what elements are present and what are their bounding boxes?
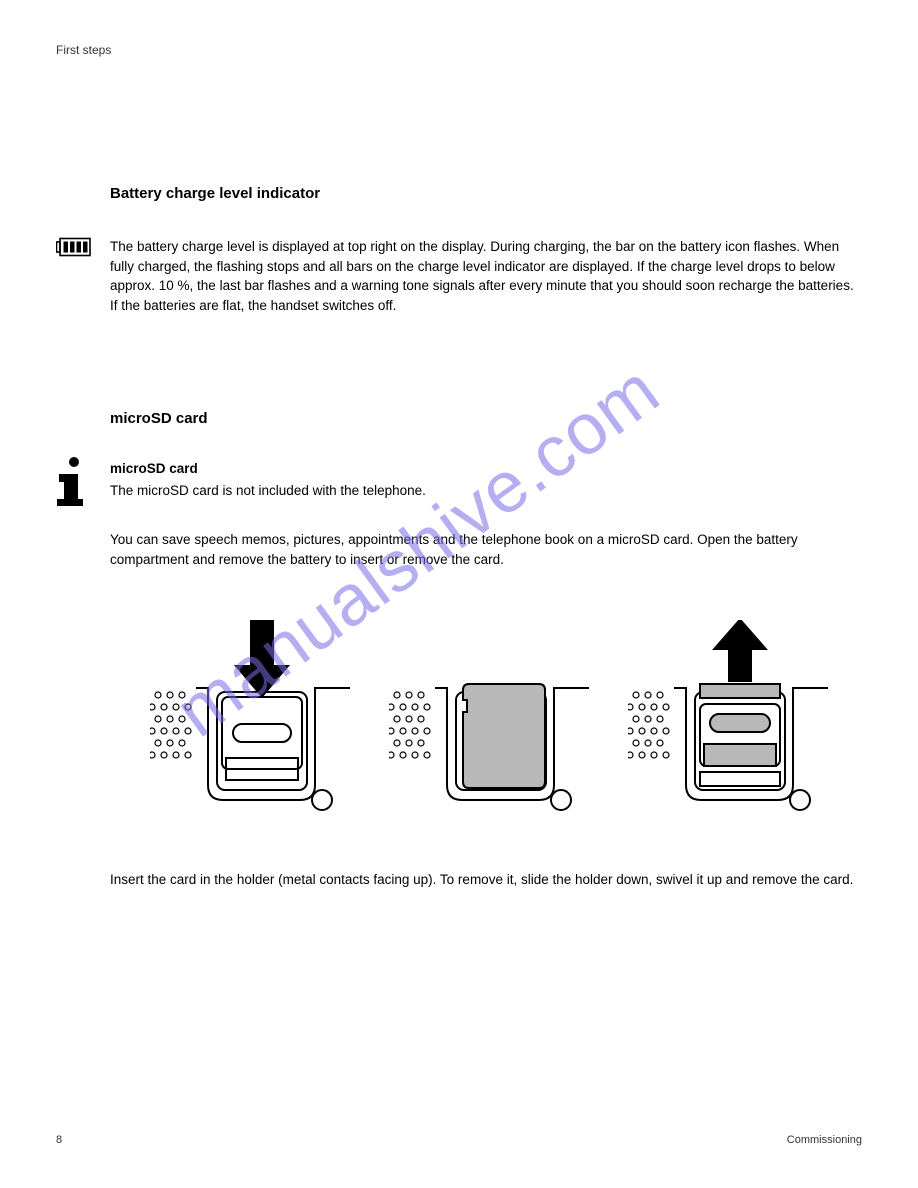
sd-info-text: The microSD card is not included with th… <box>110 481 858 501</box>
sd-paragraph: You can save speech memos, pictures, app… <box>110 530 858 569</box>
diagram-remove <box>628 620 828 825</box>
sd-heading-text: microSD card <box>110 410 208 427</box>
footer-section: Commissioning <box>787 1134 862 1146</box>
page-title: First steps <box>56 43 111 57</box>
diagram-inserted <box>389 620 589 825</box>
battery-heading-text: Battery charge level indicator <box>110 185 320 202</box>
sd-info-block: microSD card The microSD card is not inc… <box>110 459 858 500</box>
battery-paragraph: The battery charge level is displayed at… <box>110 237 858 315</box>
battery-full-icon <box>56 237 92 257</box>
sd-section-heading: microSD card <box>110 410 858 428</box>
sd-info-heading: microSD card <box>110 459 858 479</box>
page-footer: 8 Commissioning <box>56 1134 862 1146</box>
sd-instruction: Insert the card in the holder (metal con… <box>110 870 858 890</box>
info-icon <box>56 457 92 509</box>
battery-section-heading: Battery charge level indicator <box>110 185 858 203</box>
diagram-insert <box>150 620 350 825</box>
page-number: 8 <box>56 1134 62 1146</box>
sd-diagrams <box>150 620 828 825</box>
